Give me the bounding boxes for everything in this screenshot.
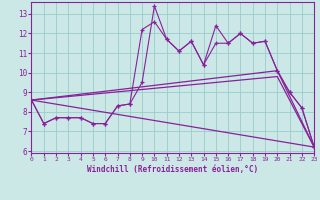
X-axis label: Windchill (Refroidissement éolien,°C): Windchill (Refroidissement éolien,°C)	[87, 165, 258, 174]
